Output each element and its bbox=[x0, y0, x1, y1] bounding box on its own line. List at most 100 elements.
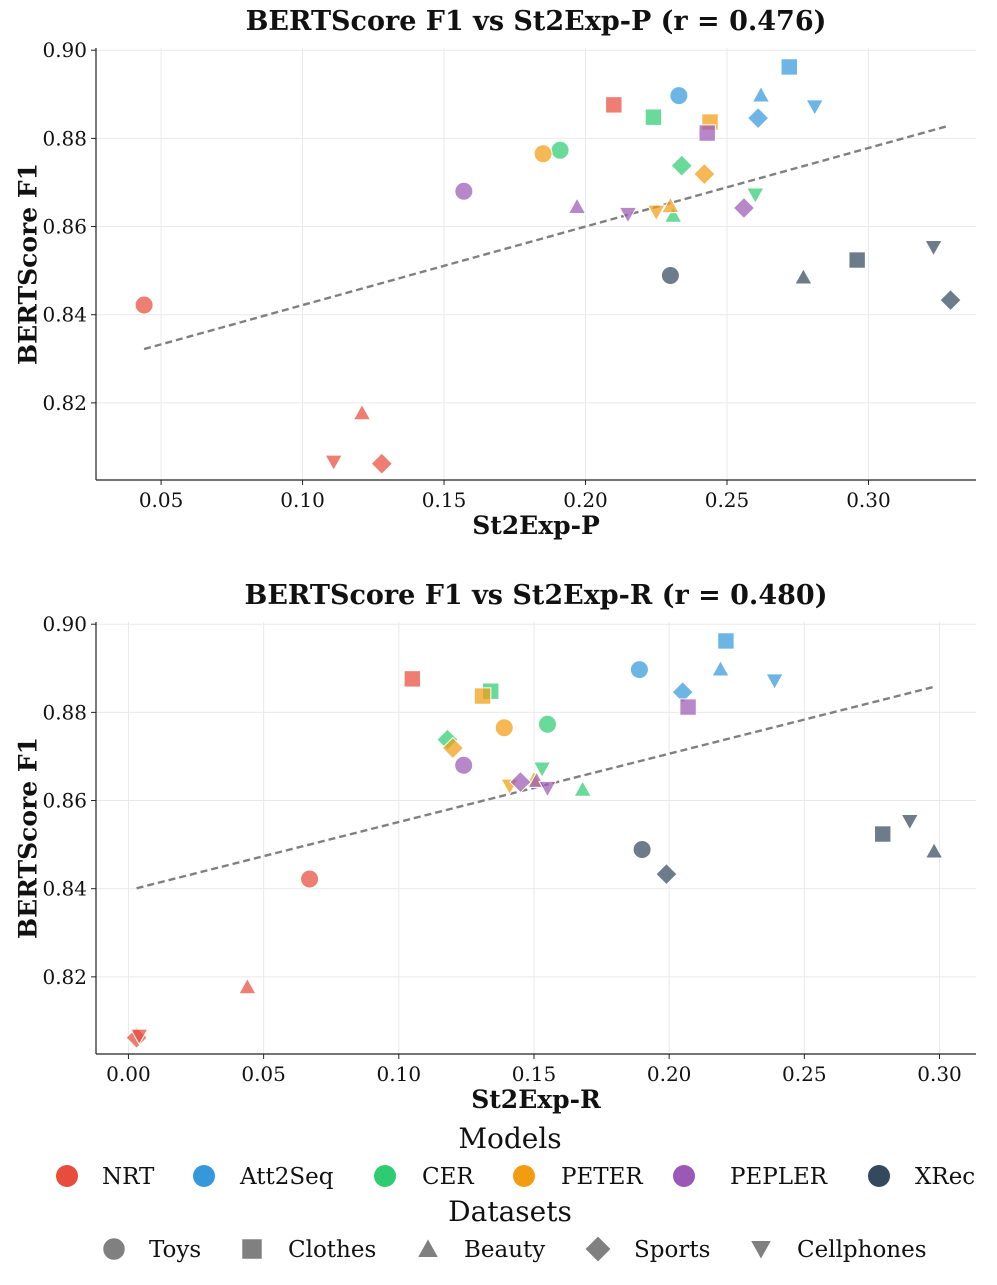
legend-model-swatch bbox=[374, 1165, 396, 1187]
legend-model-swatch bbox=[56, 1165, 78, 1187]
x-tick-label: 0.30 bbox=[846, 488, 891, 512]
point-pepler-cellphones bbox=[538, 780, 557, 798]
point-att2seq-cellphones bbox=[765, 673, 784, 691]
legend-model-label: CER bbox=[422, 1164, 474, 1190]
legend-dataset-swatch bbox=[102, 1237, 126, 1261]
point-att2seq-toys bbox=[669, 86, 689, 106]
data-points bbox=[125, 632, 944, 1049]
x-tick-label: 0.20 bbox=[647, 1062, 692, 1086]
point-nrt-clothes bbox=[403, 670, 422, 688]
y-tick-label: 0.88 bbox=[42, 700, 87, 724]
point-peter-cellphones bbox=[646, 204, 666, 222]
x-axis-label: St2Exp-P bbox=[472, 511, 600, 540]
point-nrt-cellphones bbox=[324, 454, 344, 472]
point-pepler-sports bbox=[732, 196, 756, 220]
point-att2seq-beauty bbox=[711, 659, 730, 677]
point-att2seq-sports bbox=[746, 106, 770, 130]
point-att2seq-clothes bbox=[717, 632, 735, 650]
legend-dataset-cellphones: Cellphones bbox=[749, 1237, 927, 1263]
point-att2seq-toys bbox=[629, 660, 649, 680]
y-tick-label: 0.84 bbox=[42, 877, 87, 901]
legend-models-title: Models bbox=[458, 1122, 561, 1155]
legend-dataset-swatch bbox=[749, 1240, 773, 1261]
legend-model-peter: PETER bbox=[513, 1164, 643, 1190]
legend-dataset-beauty: Beauty bbox=[416, 1237, 545, 1263]
point-att2seq-beauty bbox=[751, 85, 771, 103]
chart-2: 0.00 0.05 0.10 0.15 0.20 0.25 0.30 0.82 0.84 0.86… bbox=[14, 580, 976, 1114]
point-xrec-sports bbox=[939, 288, 962, 312]
y-axis-label: BERTScore F1 bbox=[14, 737, 43, 939]
point-pepler-sports bbox=[509, 770, 532, 794]
point-xrec-cellphones bbox=[900, 813, 920, 831]
legend-model-xrec: XRec bbox=[868, 1164, 975, 1190]
point-nrt-sports bbox=[370, 452, 393, 475]
point-pepler-cellphones bbox=[618, 206, 638, 224]
legend-model-label: PEPLER bbox=[730, 1164, 828, 1190]
point-cer-toys bbox=[550, 140, 570, 160]
legend-model-cer: CER bbox=[374, 1164, 474, 1190]
point-nrt-beauty bbox=[238, 977, 257, 995]
point-nrt-beauty bbox=[352, 403, 372, 421]
chart-title: BERTScore F1 vs St2Exp-P (r = 0.476) bbox=[246, 6, 827, 37]
x-tick-label: 0.20 bbox=[563, 488, 608, 512]
point-xrec-sports bbox=[655, 862, 678, 886]
point-xrec-beauty bbox=[794, 267, 813, 285]
point-pepler-clothes bbox=[698, 124, 716, 142]
point-nrt-clothes bbox=[605, 96, 623, 114]
y-tick-label: 0.88 bbox=[42, 126, 87, 150]
x-tick-label: 0.15 bbox=[512, 1062, 557, 1086]
x-tick-label: 0.25 bbox=[705, 488, 750, 512]
legend-dataset-swatch bbox=[241, 1238, 263, 1260]
x-tick-label: 0.05 bbox=[241, 1062, 286, 1086]
legend-dataset-swatch bbox=[416, 1237, 440, 1258]
x-tick-label: 0.15 bbox=[422, 488, 467, 512]
legend-datasets: Toys Clothes Beauty Sports Cellphones bbox=[102, 1235, 927, 1263]
point-xrec-clothes bbox=[874, 825, 892, 843]
point-xrec-toys bbox=[660, 265, 680, 285]
point-pepler-toys bbox=[454, 755, 474, 775]
legend-model-swatch bbox=[193, 1165, 215, 1187]
point-cer-toys bbox=[537, 714, 557, 734]
point-cer-clothes bbox=[644, 108, 663, 126]
point-xrec-toys bbox=[632, 839, 652, 859]
legend-datasets-title: Datasets bbox=[448, 1195, 572, 1228]
y-tick-label: 0.82 bbox=[42, 391, 87, 415]
point-peter-clothes bbox=[473, 687, 492, 705]
legend-model-label: XRec bbox=[915, 1164, 975, 1190]
legend-dataset-label: Beauty bbox=[464, 1237, 545, 1263]
point-att2seq-clothes bbox=[780, 58, 798, 76]
legend-dataset-swatch bbox=[584, 1235, 612, 1263]
legend-model-label: NRT bbox=[102, 1164, 155, 1190]
x-axis-label: St2Exp-R bbox=[471, 1085, 601, 1114]
legend-model-nrt: NRT bbox=[56, 1164, 155, 1190]
legend-model-label: PETER bbox=[561, 1164, 643, 1190]
x-tick-label: 0.30 bbox=[917, 1062, 962, 1086]
y-tick-label: 0.86 bbox=[42, 789, 87, 813]
legend-dataset-label: Clothes bbox=[288, 1237, 376, 1263]
legend-dataset-clothes: Clothes bbox=[241, 1237, 376, 1263]
x-tick-label: 0.05 bbox=[139, 488, 184, 512]
point-nrt-cellphones bbox=[129, 1028, 149, 1046]
legend-dataset-label: Sports bbox=[634, 1237, 710, 1263]
point-pepler-beauty bbox=[567, 197, 587, 214]
point-peter-sports bbox=[693, 162, 716, 186]
point-nrt-toys bbox=[300, 869, 320, 889]
x-tick-label: 0.10 bbox=[377, 1062, 422, 1086]
trend-line bbox=[143, 124, 949, 351]
legend: Models NRT Att2Seq CER PETER PEPLER XRec Data… bbox=[56, 1122, 975, 1263]
point-pepler-toys bbox=[454, 181, 474, 201]
legend-model-swatch bbox=[868, 1165, 890, 1187]
y-tick-label: 0.90 bbox=[42, 612, 87, 636]
legend-dataset-toys: Toys bbox=[102, 1237, 201, 1263]
point-att2seq-cellphones bbox=[805, 99, 825, 117]
point-peter-beauty bbox=[661, 196, 680, 214]
point-xrec-cellphones bbox=[924, 239, 943, 257]
point-cer-cellphones bbox=[532, 761, 552, 779]
legend-dataset-label: Cellphones bbox=[797, 1237, 927, 1263]
y-tick-label: 0.84 bbox=[42, 303, 87, 327]
y-tick-label: 0.90 bbox=[42, 38, 87, 62]
x-tick-label: 0.00 bbox=[106, 1062, 151, 1086]
chart-1: 0.05 0.10 0.15 0.20 0.25 0.30 0.82 0.84 0.86 0.88… bbox=[14, 6, 976, 540]
